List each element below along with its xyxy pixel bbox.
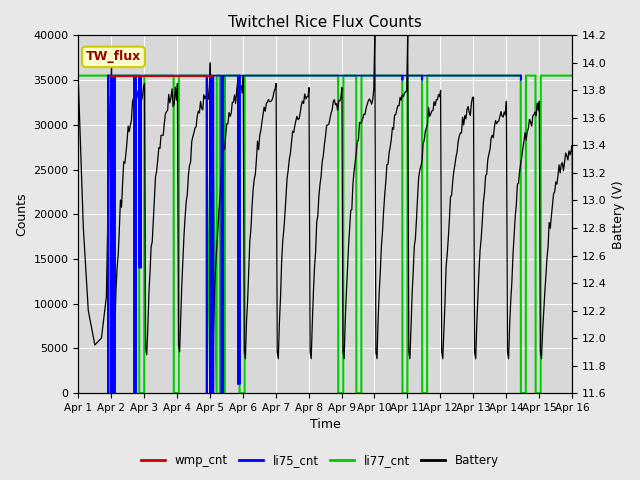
Y-axis label: Counts: Counts <box>15 192 28 236</box>
Legend: wmp_cnt, li75_cnt, li77_cnt, Battery: wmp_cnt, li75_cnt, li77_cnt, Battery <box>137 449 503 472</box>
Title: Twitchel Rice Flux Counts: Twitchel Rice Flux Counts <box>228 15 422 30</box>
Y-axis label: Battery (V): Battery (V) <box>612 180 625 249</box>
X-axis label: Time: Time <box>310 419 340 432</box>
Text: TW_flux: TW_flux <box>86 50 141 63</box>
